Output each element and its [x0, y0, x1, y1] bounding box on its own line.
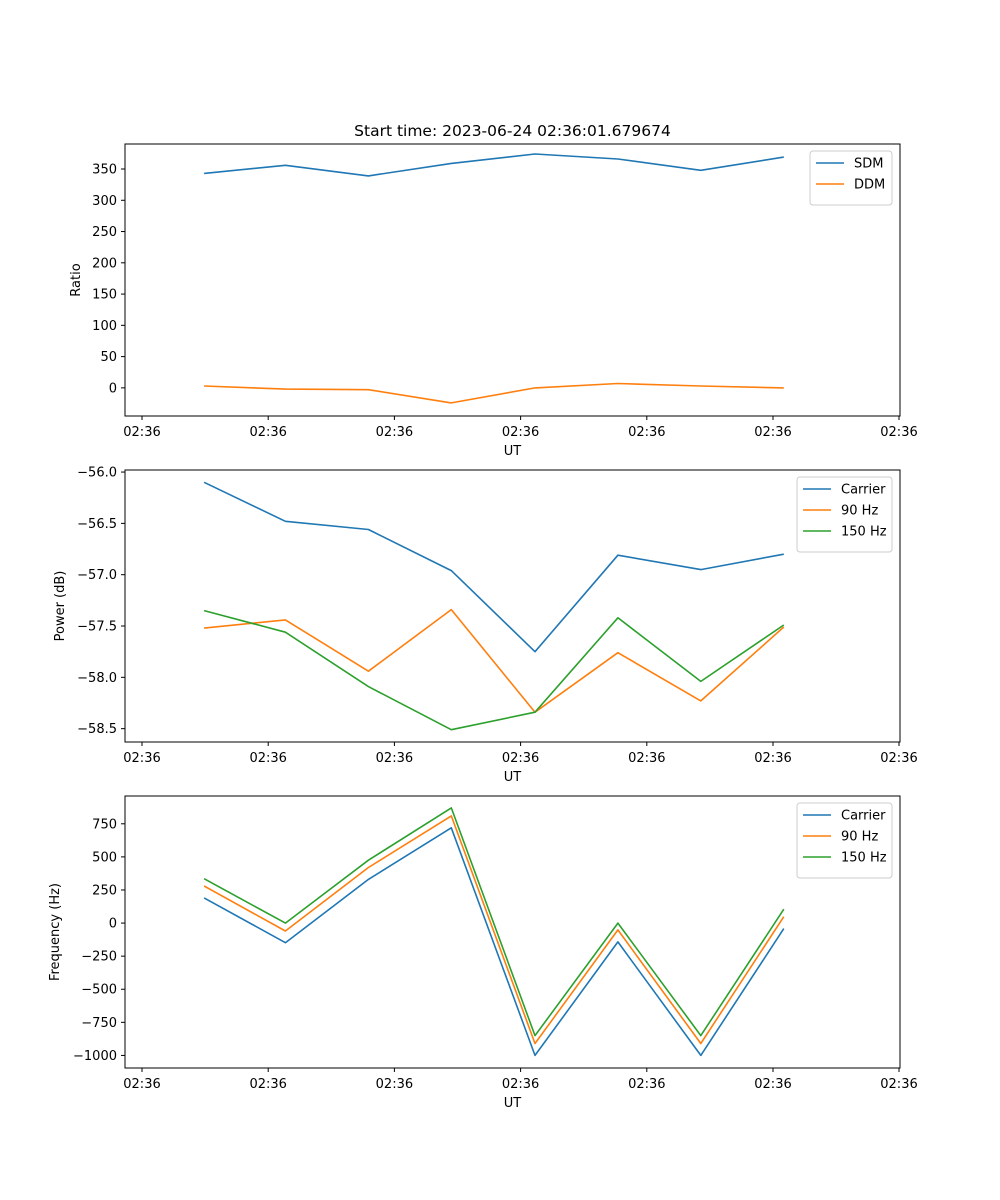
x-axis-label: UT	[504, 770, 522, 785]
series-line-150-hz	[203, 807, 785, 1037]
x-tick-label: 02:36	[754, 1077, 791, 1092]
legend-entry: SDM	[854, 157, 883, 172]
x-tick-label: 02:36	[376, 425, 413, 440]
figure-title: Start time: 2023-06-24 02:36:01.679674	[354, 122, 671, 140]
series-line-carrier	[203, 826, 785, 1057]
y-tick-label: −56.5	[77, 517, 117, 532]
y-axis-label: Frequency (Hz)	[48, 883, 63, 981]
y-tick-label: 0	[109, 381, 117, 396]
x-tick-label: 02:36	[123, 1077, 160, 1092]
axes-frame	[124, 469, 901, 743]
y-tick-label: −57.0	[77, 568, 117, 583]
legend-entry: 90 Hz	[841, 504, 878, 519]
y-tick-label: 200	[92, 256, 117, 271]
x-tick-label: 02:36	[123, 425, 160, 440]
x-tick-label: 02:36	[376, 751, 413, 766]
x-tick-label: 02:36	[880, 425, 917, 440]
y-tick-label: 250	[92, 883, 117, 898]
x-tick-label: 02:36	[754, 425, 791, 440]
x-axis-label: UT	[504, 444, 522, 459]
x-tick-label: 02:36	[880, 751, 917, 766]
series-line-ddm	[204, 382, 784, 404]
x-tick-label: 02:36	[628, 751, 665, 766]
x-tick-label: 02:36	[628, 425, 665, 440]
x-tick-label: 02:36	[880, 1077, 917, 1092]
x-tick-label: 02:36	[502, 1077, 539, 1092]
axes-frame	[124, 143, 901, 417]
series-line-90-hz	[204, 608, 785, 714]
chart-panel-1: 02:36 02:36 02:36 02:36 02:36 02:36 02:36 UT 0 50…	[69, 143, 918, 459]
x-tick-label: 02:36	[376, 1077, 413, 1092]
x-tick-label: 02:36	[249, 1077, 286, 1092]
y-tick-label: −750	[81, 1016, 117, 1031]
x-axis-label: UT	[504, 1096, 522, 1111]
y-tick-label: 150	[92, 288, 117, 303]
legend	[809, 150, 893, 206]
y-tick-label: 50	[100, 350, 117, 365]
legend-entry: 150 Hz	[841, 525, 887, 540]
y-tick-label: 350	[92, 163, 117, 178]
x-tick-label: 02:36	[249, 425, 286, 440]
x-tick-label: 02:36	[123, 751, 160, 766]
y-tick-label: −56.0	[77, 466, 117, 481]
x-tick-label: 02:36	[249, 751, 286, 766]
legend-entry: 90 Hz	[841, 830, 878, 845]
panels: 02:36 02:36 02:36 02:36 02:36 02:36 02:36 UT 0 50…	[48, 143, 918, 1111]
y-axis-label: Power (dB)	[53, 571, 68, 642]
y-tick-label: 250	[92, 225, 117, 240]
y-tick-label: −58.0	[77, 671, 117, 686]
y-tick-label: 750	[92, 817, 117, 832]
legend-entry: 150 Hz	[841, 851, 887, 866]
y-tick-label: −58.5	[77, 722, 117, 737]
series-line-sdm	[204, 153, 784, 177]
y-tick-label: 0	[109, 917, 117, 932]
y-tick-label: −1000	[73, 1049, 117, 1064]
x-tick-label: 02:36	[628, 1077, 665, 1092]
x-tick-label: 02:36	[754, 751, 791, 766]
legend	[796, 476, 893, 553]
series-line-150-hz	[203, 609, 785, 731]
x-tick-label: 02:36	[502, 425, 539, 440]
y-tick-label: 300	[92, 194, 117, 209]
series-line-90-hz	[203, 815, 785, 1045]
y-axis-label: Ratio	[69, 263, 84, 296]
y-tick-label: −500	[81, 983, 117, 998]
chart-panel-3: 02:36 02:36 02:36 02:36 02:36 02:36 02:36 UT −10…	[48, 795, 918, 1111]
legend-entry: Carrier	[841, 483, 886, 498]
legend-entry: Carrier	[841, 809, 886, 824]
y-tick-label: 500	[92, 850, 117, 865]
chart-panel-2: 02:36 02:36 02:36 02:36 02:36 02:36 02:36 UT −58…	[53, 466, 918, 785]
legend	[796, 802, 893, 879]
x-tick-label: 02:36	[502, 751, 539, 766]
y-tick-label: −250	[81, 950, 117, 965]
legend-entry: DDM	[854, 178, 885, 193]
y-tick-label: 100	[92, 319, 117, 334]
y-tick-label: −57.5	[77, 620, 117, 635]
axes-frame	[124, 795, 901, 1069]
series-line-carrier	[203, 481, 784, 653]
